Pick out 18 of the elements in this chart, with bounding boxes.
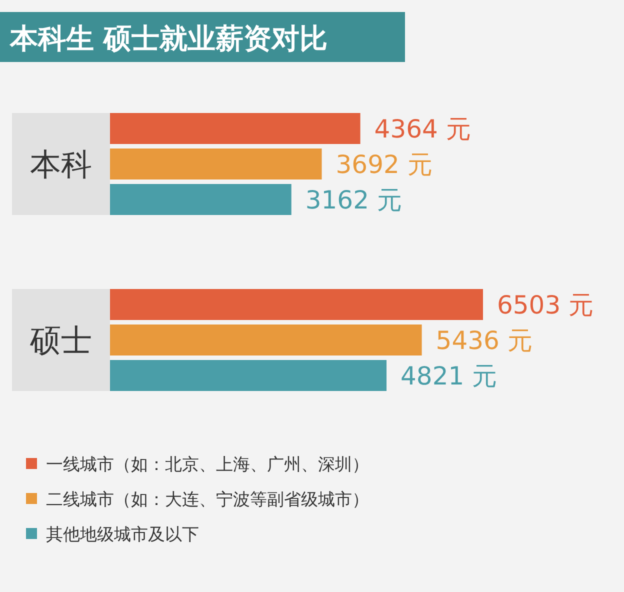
- data-label: 5436 元: [436, 326, 532, 355]
- bar: [110, 113, 360, 144]
- bar: [110, 184, 292, 215]
- data-label: 4364 元: [374, 114, 471, 144]
- chart-title: 本科生 硕士就业薪资对比: [9, 22, 328, 55]
- data-label: 3162 元: [305, 186, 402, 214]
- y-tick-label: 硕士: [29, 323, 92, 359]
- bar: [110, 360, 387, 391]
- legend-label: 一线城市（如：北京、上海、广州、深圳）: [46, 455, 369, 475]
- bar: [110, 324, 422, 356]
- bar: [110, 148, 322, 180]
- data-label: 3692 元: [336, 150, 432, 179]
- data-label: 4821 元: [400, 362, 498, 390]
- legend-label: 二线城市（如：大连、宁波等副省级城市）: [46, 490, 369, 510]
- legend-label: 其他地级城市及以下: [46, 525, 199, 545]
- y-tick-label: 本科: [30, 147, 92, 183]
- data-label: 6503 元: [497, 290, 594, 320]
- bar: [110, 289, 483, 320]
